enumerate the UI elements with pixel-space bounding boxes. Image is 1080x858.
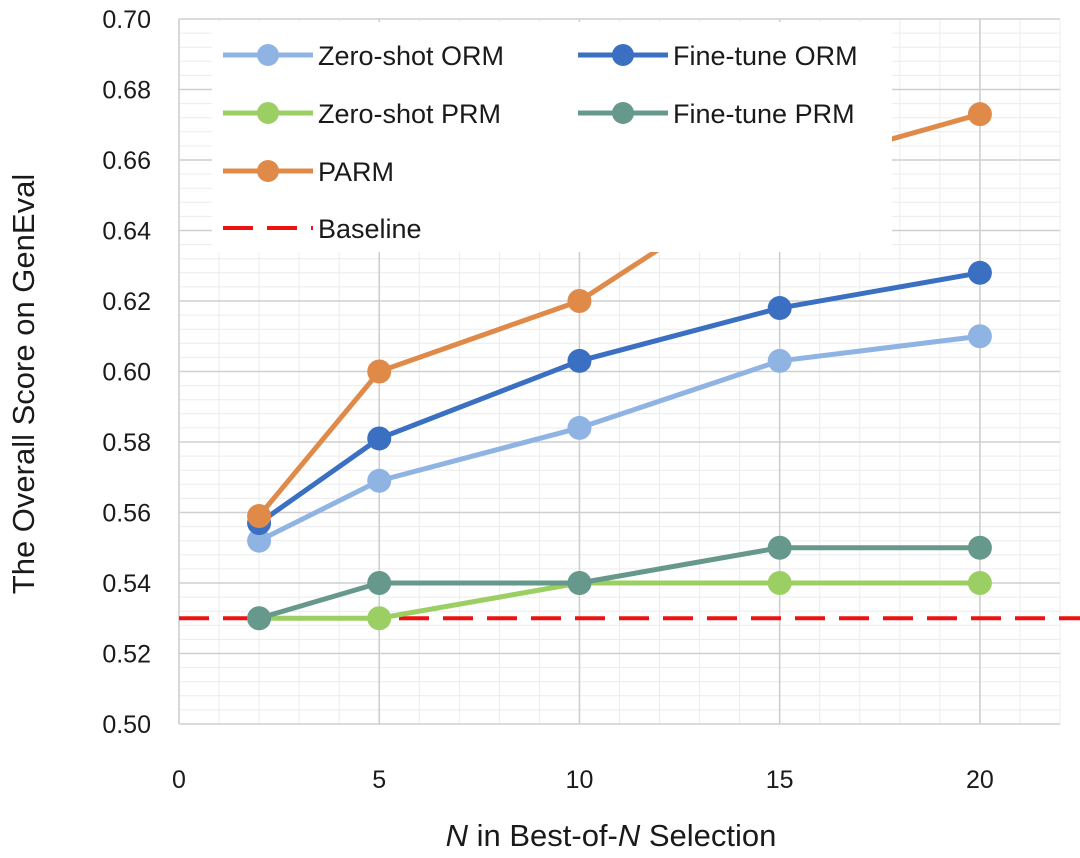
legend-entry-zero-shot-orm: Zero-shot ORM [223,41,504,71]
legend-marker-parm [257,160,279,182]
y-tick-label: 0.70 [102,6,151,34]
legend-background [212,22,892,252]
data-point-zero-shot-prm [967,571,992,595]
x-axis-title-part: N [618,818,641,853]
data-point-zero-shot-prm [367,606,392,631]
x-axis-title-part: Selection [640,818,776,853]
x-axis-title-part: N [446,818,469,853]
legend: Zero-shot ORM Fine-tune ORM Zero-shot PRM F… [212,22,892,252]
data-point-fine-tune-orm [967,260,992,285]
series-zero-shot-orm [247,324,992,553]
y-axis-title: The Overall Score on GenEval [6,174,41,594]
data-point-parm [967,102,992,127]
legend-label-baseline: Baseline [318,214,422,244]
data-point-fine-tune-orm [367,426,392,451]
data-point-fine-tune-orm [567,348,592,373]
legend-entry-fine-tune-prm: Fine-tune PRM [578,99,855,129]
data-point-fine-tune-orm [767,296,792,321]
y-tick-label: 0.58 [102,429,151,457]
data-point-fine-tune-prm [967,535,992,560]
data-point-fine-tune-prm [367,571,392,595]
data-point-zero-shot-orm [567,415,592,440]
x-axis-title: N in Best-of-N Selection [446,818,777,853]
data-point-zero-shot-orm [767,348,792,373]
data-point-fine-tune-prm [767,535,792,560]
x-axis-title-part: in Best-of- [468,818,618,853]
legend-label-zero-shot-orm: Zero-shot ORM [318,41,504,71]
legend-entry-zero-shot-prm: Zero-shot PRM [223,99,501,129]
data-point-parm [247,504,272,529]
y-axis-ticks: 0.50 0.52 0.54 0.56 0.58 0.60 0.62 0.64 0.66 0.68… [102,6,151,739]
y-tick-label: 0.54 [102,570,151,598]
legend-entry-parm: PARM [223,157,394,187]
data-point-fine-tune-prm [247,606,272,631]
legend-label-fine-tune-prm: Fine-tune PRM [673,99,855,129]
x-tick-label: 0 [172,766,186,794]
x-tick-label: 5 [372,766,386,794]
x-tick-label: 20 [966,766,994,794]
y-tick-label: 0.64 [102,218,151,246]
legend-label-zero-shot-prm: Zero-shot PRM [318,99,501,129]
legend-marker-zero-shot-prm [257,102,279,124]
y-tick-label: 0.62 [102,288,151,316]
y-tick-label: 0.52 [102,641,151,669]
data-point-zero-shot-prm [767,571,792,595]
y-tick-label: 0.56 [102,500,151,528]
legend-entry-fine-tune-orm: Fine-tune ORM [578,41,858,71]
series-fine-tune-orm [247,260,992,536]
x-tick-label: 15 [766,766,794,794]
series-fine-tune-prm [247,535,992,631]
legend-entry-baseline: Baseline [223,214,422,244]
data-point-zero-shot-orm [367,468,392,493]
data-point-zero-shot-orm [247,528,272,553]
legend-label-fine-tune-orm: Fine-tune ORM [673,41,858,71]
y-tick-label: 0.66 [102,147,151,175]
legend-marker-fine-tune-prm [612,102,634,124]
data-point-parm [367,359,392,384]
legend-label-parm: PARM [318,157,394,187]
y-tick-label: 0.50 [102,711,151,739]
x-tick-label: 10 [566,766,594,794]
legend-marker-zero-shot-orm [257,44,279,66]
x-axis-ticks: 0 5 10 15 20 [172,766,994,794]
y-tick-label: 0.60 [102,359,151,387]
legend-marker-fine-tune-orm [612,44,634,66]
y-tick-label: 0.68 [102,77,151,105]
data-point-parm [567,289,592,313]
data-point-fine-tune-prm [567,571,592,595]
data-point-zero-shot-orm [967,324,992,349]
